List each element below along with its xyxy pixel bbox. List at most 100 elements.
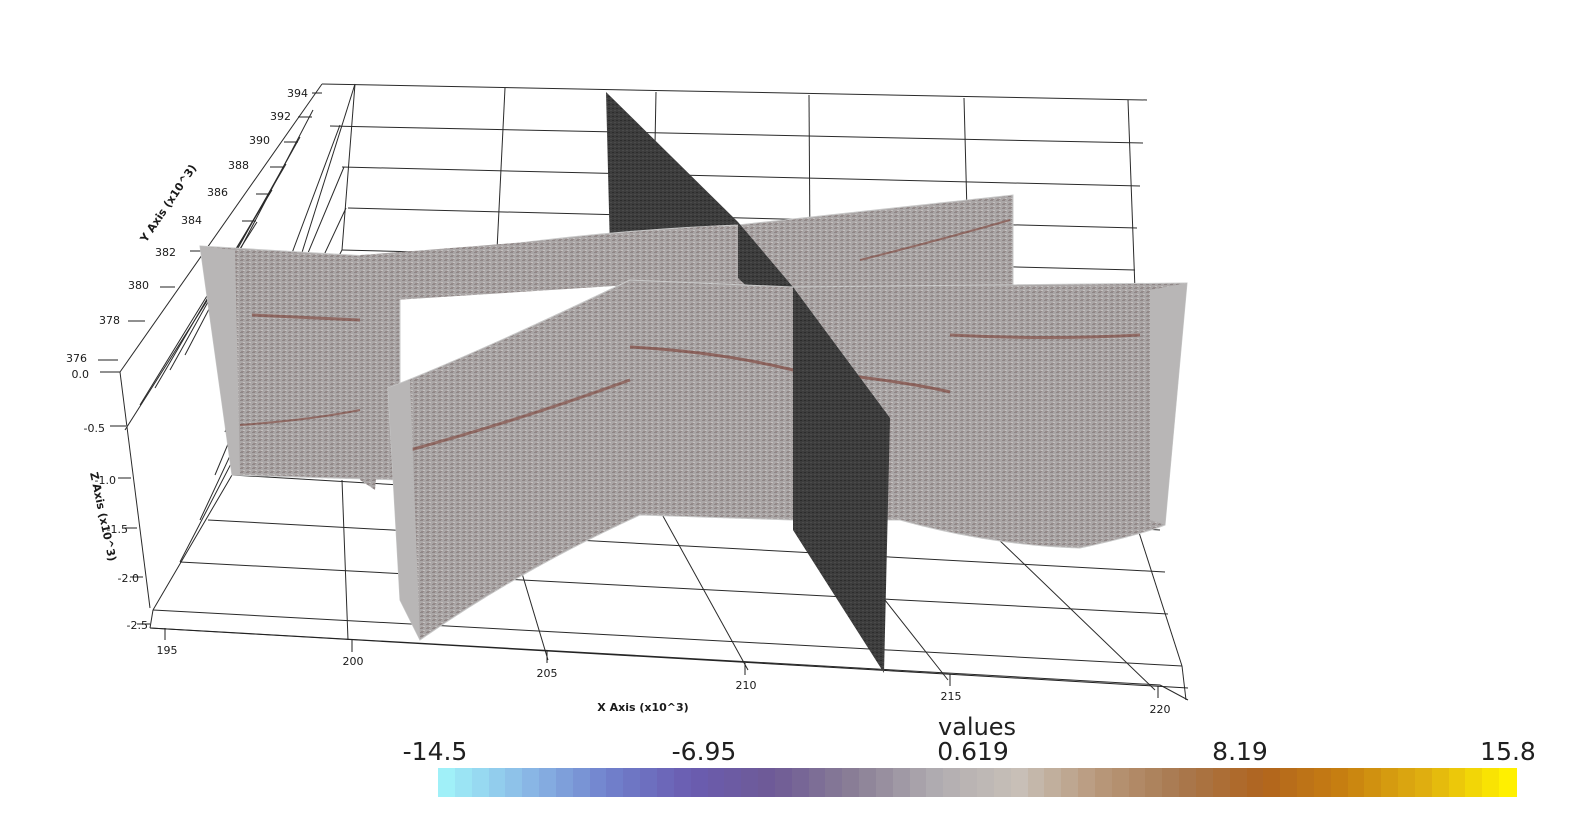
colorbar-segment	[808, 768, 826, 797]
y-tick-label: 388	[228, 159, 249, 172]
colorbar-segment	[1499, 768, 1517, 797]
x-axis-ticks: 195 200 205 210 215 220 X Axis (x10^3)	[149, 627, 1189, 716]
colorbar-segment	[1465, 768, 1483, 797]
colorbar-segment	[471, 768, 490, 797]
colorbar-segment	[875, 768, 894, 797]
colorbar-segment	[977, 768, 995, 797]
colorbar-segment	[943, 768, 961, 797]
colorbar-segment	[1414, 768, 1433, 797]
section-edge	[200, 246, 240, 475]
y-tick-label: 378	[99, 314, 120, 327]
colorbar-segment	[1381, 768, 1399, 797]
x-axis-title: X Axis (x10^3)	[597, 701, 688, 714]
colorbar-segment	[488, 768, 506, 797]
reflector-band	[239, 409, 361, 426]
colorbar-segment	[1145, 768, 1163, 797]
colorbar-segment	[1094, 768, 1113, 797]
colorbar-segment	[522, 768, 540, 797]
colorbar-segment	[606, 768, 624, 797]
z-tick-label: -1.5	[107, 523, 128, 536]
colorbar-segment	[1482, 768, 1500, 797]
colorbar-segment	[454, 768, 473, 797]
colorbar-segment	[825, 768, 843, 797]
x-tick-label: 220	[1150, 703, 1171, 716]
colorbar-segment	[926, 768, 944, 797]
section-edge	[388, 380, 420, 640]
colorbar-segment	[1347, 768, 1365, 797]
reflector-band	[859, 219, 1011, 261]
colorbar-segment	[892, 768, 911, 797]
dark-section-front	[793, 287, 890, 673]
colorbar-segment	[1061, 768, 1079, 797]
colorbar-segment	[1027, 768, 1045, 797]
y-tick-label: 382	[155, 246, 176, 259]
colorbar-segment	[673, 768, 692, 797]
colorbar-segment	[1398, 768, 1416, 797]
colorbar-segment	[1297, 768, 1315, 797]
colorbar-tick-label: 15.8	[1480, 737, 1536, 766]
colorbar-segment	[1280, 768, 1298, 797]
colorbar-segment	[1212, 768, 1231, 797]
colorbar-segment	[1128, 768, 1147, 797]
colorbar-segment	[1111, 768, 1130, 797]
y-tick-label: 390	[249, 134, 270, 147]
z-tick-label: -2.0	[118, 572, 139, 585]
colorbar-segment	[555, 768, 574, 797]
colorbar-segment	[572, 768, 591, 797]
seismic-section-middle	[360, 225, 725, 490]
seismic-sections[interactable]	[199, 92, 1188, 673]
colorbar-segment	[758, 768, 776, 797]
colorbar-segment	[505, 768, 523, 797]
z-tick-label: -2.5	[127, 619, 148, 632]
z-tick-label: -0.5	[84, 422, 105, 435]
colorbar-tick-label: 0.619	[937, 737, 1009, 766]
colorbar-segment	[859, 768, 877, 797]
colorbar-segment	[1078, 768, 1096, 797]
colorbar-segment	[1195, 768, 1214, 797]
seismic-section-front	[387, 279, 1188, 641]
y-tick-label: 394	[287, 87, 308, 100]
x-tick-label: 200	[343, 655, 364, 668]
z-tick-label: 0.0	[72, 368, 90, 381]
colorbar-segment	[690, 768, 709, 797]
colorbar-segment	[1313, 768, 1332, 797]
colorbar-segment	[623, 768, 641, 797]
colorbar-segment	[589, 768, 608, 797]
x-tick-label: 215	[941, 690, 962, 703]
colorbar-segment	[724, 768, 742, 797]
z-tick-label: -1.0	[95, 474, 116, 487]
colorbar-segment	[1010, 768, 1029, 797]
colorbar-tick-label: -14.5	[402, 737, 468, 766]
colorbar-segment	[539, 768, 557, 797]
colorbar-title: values	[938, 713, 1017, 741]
z-axis-ticks: 0.0 -0.5 -1.0 -1.5 -2.0 -2.5 Z Axis (x10…	[72, 368, 150, 632]
y-tick-label: 376	[66, 352, 87, 365]
x-tick-label: 210	[736, 679, 757, 692]
colorbar-segment	[1364, 768, 1382, 797]
x-tick-label: 195	[157, 644, 178, 657]
reflector-band	[251, 313, 361, 322]
colorbar-segment	[640, 768, 658, 797]
colorbar-segment	[960, 768, 978, 797]
colorbar-segment	[909, 768, 928, 797]
y-tick-label: 386	[207, 186, 228, 199]
colorbar-segment	[842, 768, 860, 797]
colorbar-segment	[1179, 768, 1197, 797]
colorbar-segment	[1448, 768, 1467, 797]
colorbar	[438, 768, 1517, 797]
reflector-band	[409, 378, 631, 452]
colorbar-segment	[1246, 768, 1264, 797]
colorbar-segment	[707, 768, 725, 797]
y-tick-label: 380	[128, 279, 149, 292]
y-axis-title: Y Axis (x10^3)	[137, 162, 199, 245]
colorbar-segment	[1044, 768, 1062, 797]
colorbar-segment	[1330, 768, 1349, 797]
y-tick-label: 392	[270, 110, 291, 123]
colorbar-tick-label: -6.95	[671, 737, 737, 766]
colorbar-segment	[438, 768, 456, 797]
colorbar-segment	[1263, 768, 1281, 797]
section-edge	[1150, 283, 1187, 525]
colorbar-tick-label: 8.19	[1212, 737, 1268, 766]
colorbar-segment	[774, 768, 793, 797]
